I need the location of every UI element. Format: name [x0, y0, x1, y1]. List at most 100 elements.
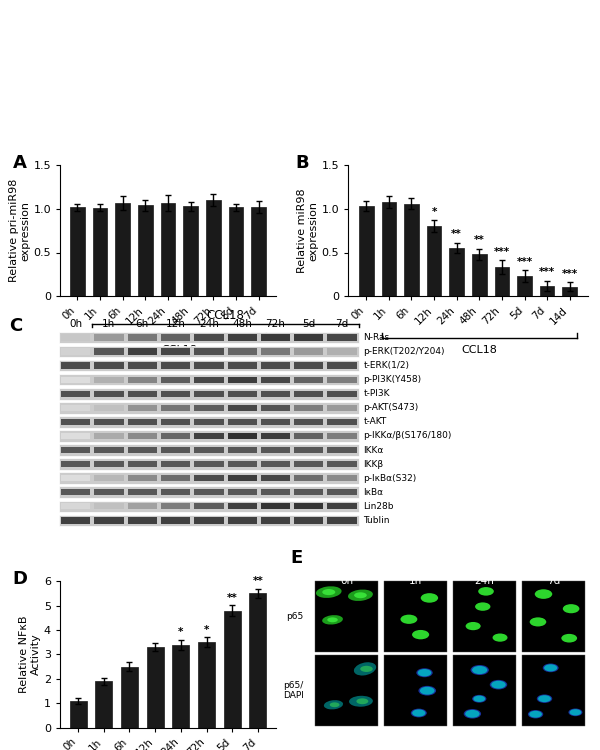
Bar: [59, 487, 359, 498]
Bar: [70, 700, 86, 727]
Bar: [522, 655, 585, 726]
Bar: [194, 489, 224, 496]
Bar: [94, 475, 124, 482]
Bar: [128, 391, 157, 397]
Bar: [128, 447, 157, 453]
Bar: [522, 580, 585, 652]
Bar: [261, 334, 290, 340]
Text: 1h: 1h: [102, 319, 116, 328]
Bar: [94, 362, 124, 369]
Bar: [206, 200, 221, 296]
Bar: [128, 518, 157, 524]
Ellipse shape: [418, 669, 431, 676]
Bar: [227, 518, 257, 524]
Ellipse shape: [490, 680, 507, 689]
Ellipse shape: [491, 681, 506, 688]
Ellipse shape: [528, 710, 543, 718]
Bar: [94, 349, 124, 355]
Ellipse shape: [569, 710, 581, 716]
Bar: [194, 376, 224, 383]
Bar: [261, 447, 290, 453]
Bar: [328, 461, 357, 467]
Bar: [128, 489, 157, 496]
Bar: [92, 208, 107, 296]
Bar: [94, 391, 124, 397]
Bar: [128, 334, 157, 340]
Bar: [59, 374, 359, 386]
Bar: [59, 346, 359, 357]
Ellipse shape: [356, 698, 368, 704]
Ellipse shape: [465, 710, 479, 718]
Ellipse shape: [478, 587, 494, 596]
Text: **: **: [474, 236, 485, 245]
Bar: [294, 475, 323, 482]
Bar: [161, 349, 190, 355]
Bar: [294, 419, 323, 425]
Bar: [59, 500, 359, 512]
Text: 1h: 1h: [409, 576, 422, 586]
Bar: [384, 655, 447, 726]
Ellipse shape: [316, 586, 341, 598]
Bar: [229, 207, 244, 296]
Y-axis label: Relative pri-miR98
expression: Relative pri-miR98 expression: [9, 179, 31, 282]
Text: N-Ras: N-Ras: [364, 333, 389, 342]
Bar: [453, 655, 516, 726]
Ellipse shape: [530, 617, 546, 626]
Bar: [328, 489, 357, 496]
Bar: [59, 472, 359, 484]
Text: p-ERK(T202/Y204): p-ERK(T202/Y204): [364, 347, 445, 356]
Bar: [294, 489, 323, 496]
Bar: [128, 503, 157, 509]
Text: **: **: [227, 592, 238, 603]
Bar: [194, 503, 224, 509]
Text: IκBα: IκBα: [364, 488, 383, 496]
Bar: [328, 475, 357, 482]
Bar: [227, 391, 257, 397]
Bar: [61, 489, 90, 496]
Bar: [94, 461, 124, 467]
Bar: [94, 489, 124, 496]
Text: p-IκBα(S32): p-IκBα(S32): [364, 474, 417, 483]
Ellipse shape: [470, 665, 489, 675]
Ellipse shape: [420, 687, 434, 694]
Ellipse shape: [473, 695, 485, 702]
Ellipse shape: [416, 668, 433, 677]
Text: *: *: [178, 627, 184, 638]
Bar: [128, 433, 157, 439]
Bar: [128, 475, 157, 482]
Ellipse shape: [348, 590, 373, 601]
Bar: [61, 503, 90, 509]
Ellipse shape: [412, 710, 425, 716]
Bar: [294, 405, 323, 411]
Bar: [261, 405, 290, 411]
Ellipse shape: [544, 664, 557, 671]
Bar: [224, 610, 241, 728]
Text: CCL18: CCL18: [467, 556, 502, 566]
Bar: [161, 447, 190, 453]
Bar: [328, 349, 357, 355]
Bar: [61, 433, 90, 439]
Text: p-PI3K(Y458): p-PI3K(Y458): [364, 375, 422, 384]
Ellipse shape: [327, 617, 338, 622]
Ellipse shape: [529, 711, 542, 718]
Bar: [227, 489, 257, 496]
Bar: [161, 461, 190, 467]
Bar: [172, 645, 189, 728]
Ellipse shape: [493, 634, 508, 642]
Bar: [59, 388, 359, 400]
Text: 0h: 0h: [340, 576, 353, 586]
Bar: [404, 203, 419, 296]
Text: 6h: 6h: [136, 319, 149, 328]
Bar: [261, 419, 290, 425]
Bar: [70, 207, 85, 296]
Bar: [161, 475, 190, 482]
Bar: [294, 349, 323, 355]
Bar: [128, 461, 157, 467]
Ellipse shape: [330, 702, 340, 707]
Bar: [227, 419, 257, 425]
Bar: [61, 447, 90, 453]
Bar: [94, 518, 124, 524]
Bar: [61, 362, 90, 369]
Bar: [227, 475, 257, 482]
Text: CCL18: CCL18: [161, 345, 197, 355]
